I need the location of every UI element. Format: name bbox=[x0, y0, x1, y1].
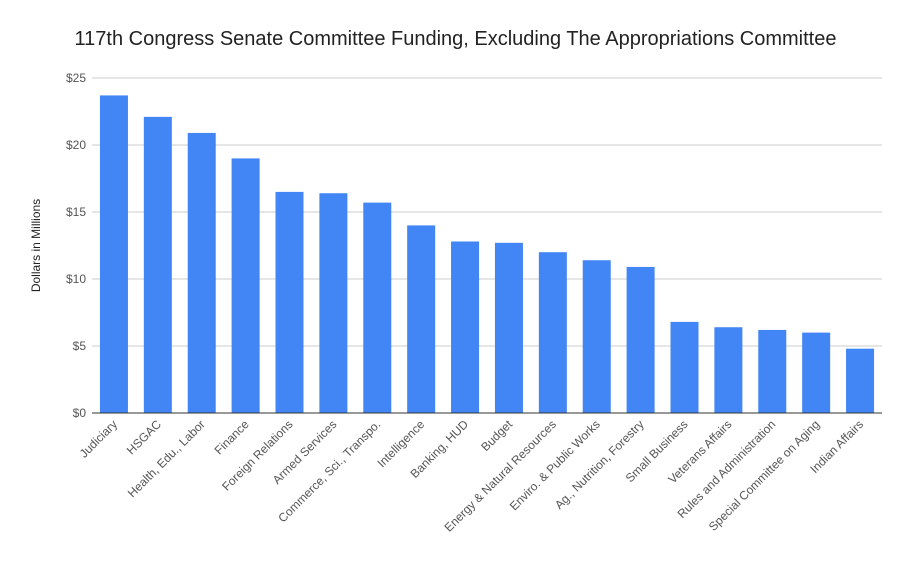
bar bbox=[319, 193, 348, 413]
bar bbox=[538, 252, 567, 413]
bar bbox=[494, 242, 523, 413]
x-tick-label: HSGAC bbox=[124, 417, 164, 457]
bar bbox=[143, 116, 172, 414]
y-tick-label: $5 bbox=[73, 339, 87, 353]
bar bbox=[363, 202, 392, 413]
bar bbox=[231, 158, 260, 413]
x-tick-label: Judiciary bbox=[77, 417, 120, 460]
y-tick-label: $10 bbox=[66, 272, 86, 286]
x-tick-label: Finance bbox=[212, 417, 252, 457]
x-tick-label: Budget bbox=[478, 417, 515, 454]
bar bbox=[670, 321, 699, 413]
bar bbox=[626, 266, 655, 413]
y-tick-label: $20 bbox=[66, 138, 86, 152]
bar bbox=[275, 191, 304, 413]
y-tick-label: $15 bbox=[66, 205, 86, 219]
bar bbox=[758, 329, 787, 413]
x-tick-label: Health, Edu., Labor bbox=[125, 417, 208, 500]
bar bbox=[714, 327, 743, 413]
bar bbox=[187, 132, 216, 413]
bar bbox=[846, 348, 875, 413]
y-tick-label: $0 bbox=[73, 406, 87, 420]
y-tick-label: $25 bbox=[66, 71, 86, 85]
bar bbox=[451, 241, 480, 413]
bar bbox=[99, 95, 128, 414]
y-axis-label: Dollars in Millions bbox=[29, 199, 43, 292]
bar bbox=[582, 260, 611, 413]
chart-title: 117th Congress Senate Committee Funding,… bbox=[74, 28, 837, 50]
bar bbox=[802, 332, 831, 413]
bar bbox=[407, 225, 436, 413]
